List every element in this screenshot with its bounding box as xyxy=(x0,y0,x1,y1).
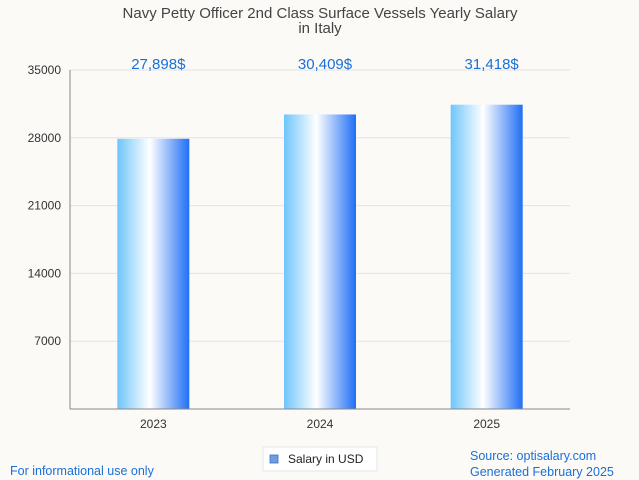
y-tick-label: 28000 xyxy=(28,131,62,145)
data-label: 31,418$ xyxy=(465,56,520,73)
data-labels: 27,898$ 30,409$ 31,418$ xyxy=(131,56,519,73)
y-tick-label: 35000 xyxy=(28,63,62,77)
generated-line: Generated February 2025 xyxy=(470,465,614,479)
y-tick-label: 7000 xyxy=(34,334,61,348)
x-tick-label: 2025 xyxy=(473,417,500,431)
legend: Salary in USD xyxy=(262,446,378,472)
data-label: 30,409$ xyxy=(298,56,353,73)
legend-swatch xyxy=(269,454,279,464)
legend-label: Salary in USD xyxy=(288,452,364,466)
y-tick-label: 14000 xyxy=(28,266,62,280)
source-text: Source: optisalary.com Generated Februar… xyxy=(470,448,614,480)
bar-2023 xyxy=(117,138,190,409)
source-line: Source: optisalary.com xyxy=(470,449,597,463)
chart-title-line-2: in Italy xyxy=(298,20,342,37)
x-tick-label: 2023 xyxy=(140,417,167,431)
y-tick-label: 21000 xyxy=(28,199,62,213)
y-axis-ticks: 7000 14000 21000 28000 35000 xyxy=(28,63,62,348)
disclaimer-text: For informational use only xyxy=(10,464,154,478)
bar-2024 xyxy=(284,114,356,410)
bar-2025 xyxy=(450,104,523,410)
bars xyxy=(117,104,523,410)
data-label: 27,898$ xyxy=(131,56,186,73)
x-tick-label: 2024 xyxy=(307,417,334,431)
x-axis-ticks: 2023 2024 2025 xyxy=(140,417,500,431)
chart-title-line-1: Navy Petty Officer 2nd Class Surface Ves… xyxy=(123,5,518,22)
